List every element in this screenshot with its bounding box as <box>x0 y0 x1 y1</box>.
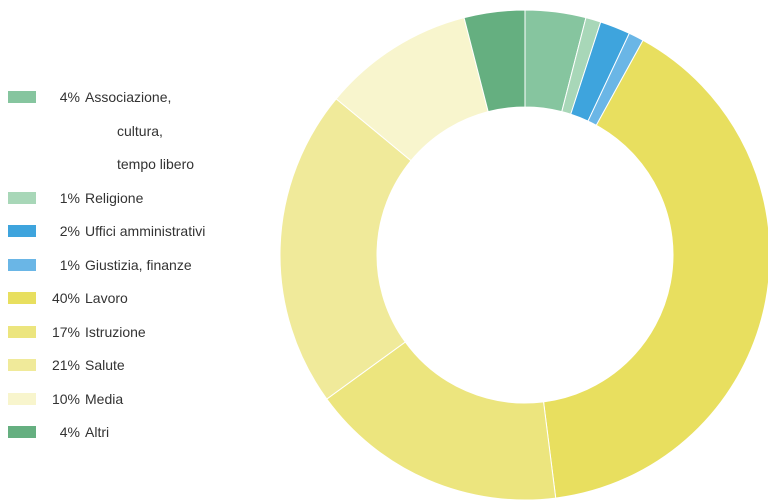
legend-swatch <box>8 225 36 237</box>
legend-item: 21% Salute <box>8 354 268 376</box>
legend-item: 4% Associazione, cultura, tempo libero <box>8 86 268 175</box>
legend-item: 4% Altri <box>8 421 268 443</box>
legend-label-line: Salute <box>85 357 125 373</box>
legend-swatch <box>8 426 36 438</box>
legend-item: 17% Istruzione <box>8 321 268 343</box>
legend-percent: 1% <box>59 189 80 206</box>
donut-slice <box>326 341 557 500</box>
legend-percent: 1% <box>59 256 80 273</box>
legend-swatch <box>8 292 36 304</box>
legend-item: 10% Media <box>8 388 268 410</box>
legend-percent: 10% <box>51 390 80 407</box>
legend-label: Istruzione <box>85 321 146 343</box>
legend-label-line: Lavoro <box>85 290 128 306</box>
legend-label: Altri <box>85 421 109 443</box>
legend-percent: 4% <box>59 424 80 440</box>
chart-legend: 4% Associazione, cultura, tempo libero 1% Rel… <box>8 86 268 455</box>
legend-percent: 4% <box>59 89 80 105</box>
donut-slice <box>542 39 768 499</box>
legend-label: Giustizia, finanze <box>85 254 192 276</box>
legend-swatch <box>8 392 36 405</box>
legend-label-line: tempo libero <box>117 156 195 172</box>
legend-swatch <box>8 359 36 371</box>
legend-percent: 2% <box>59 223 80 239</box>
legend-label-line: Associazione, <box>85 89 172 105</box>
legend-percent: 40% <box>51 290 80 306</box>
legend-label-line: Uffici amministrativi <box>85 223 206 239</box>
legend-label: Salute <box>85 354 125 376</box>
legend-label-line: Giustizia, finanze <box>85 256 192 273</box>
legend-swatch <box>8 325 36 338</box>
legend-label: Associazione, cultura, tempo libero <box>85 86 194 175</box>
legend-swatch <box>8 91 36 103</box>
donut-slice <box>279 98 412 400</box>
legend-swatch <box>8 258 36 271</box>
legend-label-line: Media <box>85 390 124 407</box>
legend-item: 1% Giustizia, finanze <box>8 254 268 276</box>
legend-percent: 17% <box>51 323 80 340</box>
legend-label: Religione <box>85 187 143 209</box>
legend-item: 2% Uffici amministrativi <box>8 220 268 242</box>
legend-label-line: Istruzione <box>85 323 146 340</box>
legend-item: 1% Religione <box>8 187 268 209</box>
legend-item: 40% Lavoro <box>8 287 268 309</box>
legend-label: Media <box>85 388 123 410</box>
legend-label-line: Altri <box>85 424 110 440</box>
legend-label: Uffici amministrativi <box>85 220 205 242</box>
legend-percent: 21% <box>51 357 80 373</box>
donut-slice <box>463 9 526 113</box>
legend-label-line: Religione <box>85 189 144 206</box>
legend-label: Lavoro <box>85 287 128 309</box>
legend-label-line: cultura, <box>117 122 163 139</box>
legend-swatch <box>8 191 36 204</box>
